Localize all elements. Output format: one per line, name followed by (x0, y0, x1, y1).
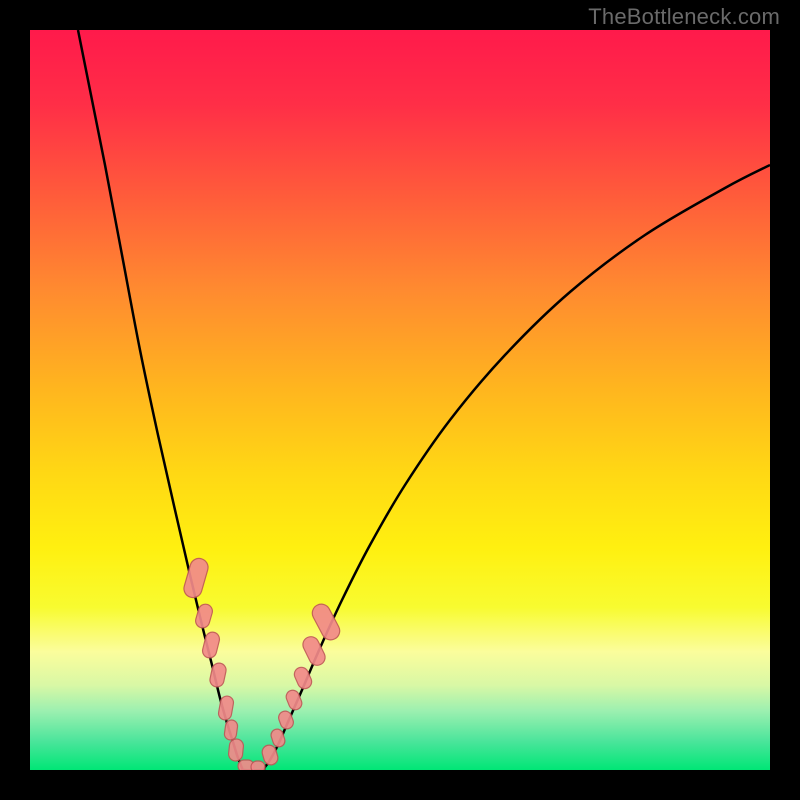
plot-area (30, 30, 770, 770)
chart-frame: TheBottleneck.com (0, 0, 800, 800)
curve-marker (251, 761, 265, 770)
watermark-text: TheBottleneck.com (588, 4, 780, 30)
curve-path (78, 30, 770, 770)
curve-marker (228, 738, 244, 761)
bottleneck-curve (30, 30, 770, 770)
